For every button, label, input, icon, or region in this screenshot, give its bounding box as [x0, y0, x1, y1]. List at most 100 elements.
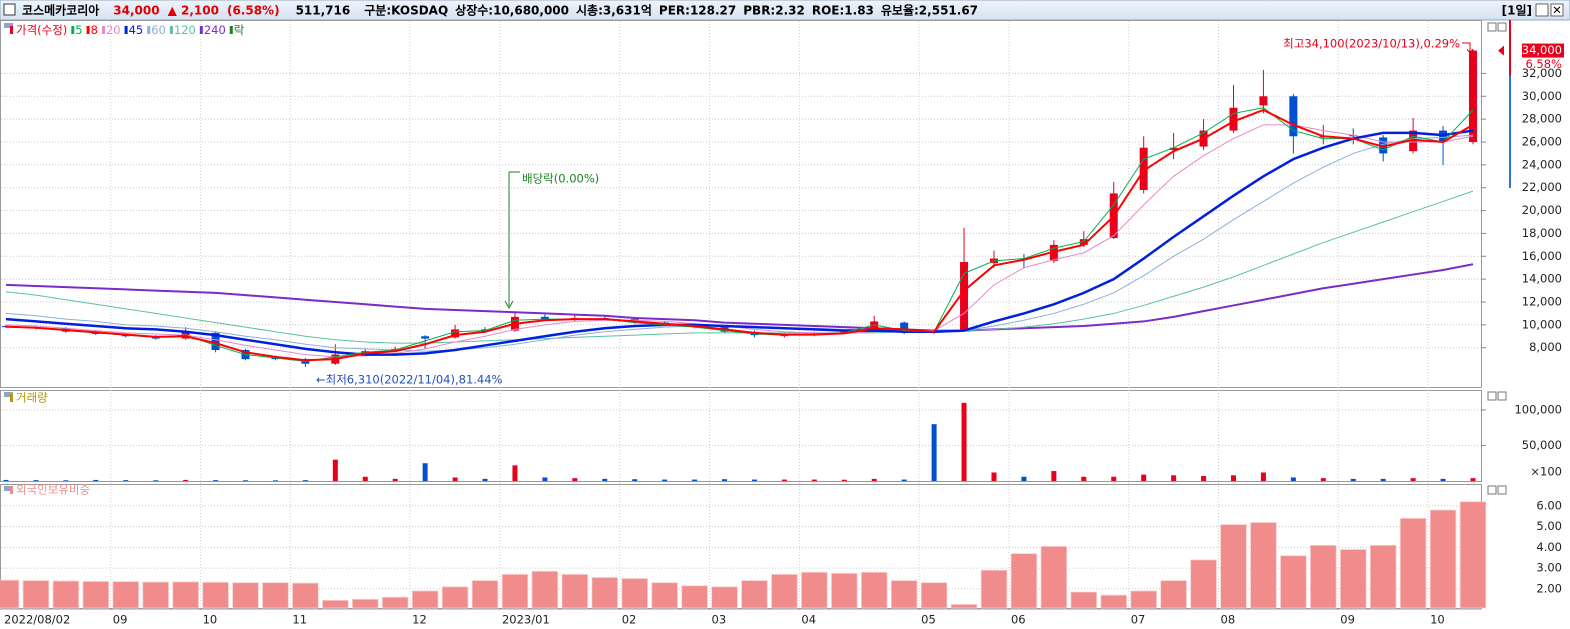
ma-line: [5, 129, 1474, 356]
bar: [831, 572, 858, 609]
legend-marker: [10, 486, 13, 494]
bar: [93, 479, 99, 481]
bar: [781, 479, 787, 481]
x-tick-label: 2022/08/02: [4, 613, 70, 627]
bar: [272, 480, 278, 481]
panel-close[interactable]: [1497, 391, 1507, 401]
restore-button[interactable]: [1535, 3, 1549, 17]
y-tick-label: 8,000: [1529, 340, 1562, 354]
bar: [890, 580, 918, 609]
current-pct-label: 6.58%: [1525, 57, 1562, 71]
header-text: 구분:KOSDAQ: [364, 4, 448, 18]
x-tick-label: 02: [622, 613, 637, 627]
bar: [1310, 544, 1337, 609]
bar: [1081, 476, 1087, 481]
panel-close[interactable]: [1497, 485, 1507, 495]
ma-line: [5, 190, 1474, 344]
candle-body: [1049, 244, 1058, 261]
current-price-label: 34,000: [1522, 43, 1562, 57]
bar: [1320, 478, 1326, 481]
legend-marker: [169, 26, 173, 34]
y-tick-label: 3.00: [1536, 561, 1562, 575]
candle-body: [540, 316, 549, 320]
current-pointer: [1498, 45, 1504, 56]
panel-handle: [4, 486, 13, 491]
bar: [1350, 478, 1356, 481]
bar: [1470, 478, 1476, 481]
y-tick-label: 2.00: [1536, 581, 1562, 595]
bar: [1369, 544, 1397, 609]
legend-label: 가격(수정): [16, 23, 67, 37]
x-tick-label: 11: [292, 613, 307, 627]
candle-body: [481, 329, 490, 331]
bar: [1010, 553, 1038, 609]
candle-body: [1169, 147, 1178, 150]
bar: [681, 585, 708, 609]
bar: [751, 479, 757, 481]
bar: [1160, 580, 1187, 609]
bar: [392, 478, 398, 481]
bar: [1380, 478, 1386, 481]
panel-min[interactable]: [1487, 22, 1497, 32]
candle-body: [1229, 107, 1238, 131]
bar: [262, 582, 289, 609]
bar: [422, 463, 428, 481]
panel-min[interactable]: [1487, 485, 1497, 495]
bar: [501, 573, 529, 609]
bar: [811, 479, 817, 481]
legend-label: 60: [151, 23, 166, 37]
high-arrow: [1462, 42, 1474, 54]
unit-label: ×100: [1530, 465, 1562, 479]
close-button[interactable]: [1550, 3, 1564, 17]
x-tick-label: 06: [1011, 613, 1026, 627]
bar: [722, 479, 728, 481]
header-text: 상장수:10,680,000: [455, 3, 569, 18]
bar: [871, 478, 877, 481]
legend-label: 락: [234, 23, 245, 37]
bar: [632, 479, 638, 481]
x-tick-label: 08: [1221, 613, 1236, 627]
bar: [602, 478, 608, 481]
y-tick-label: 5.00: [1536, 519, 1562, 533]
bar: [572, 478, 578, 481]
y-tick-label: 26,000: [1522, 135, 1562, 149]
bar: [1339, 549, 1367, 609]
candle-body: [1379, 137, 1388, 154]
panel-close[interactable]: [1497, 22, 1507, 32]
bar: [1429, 509, 1457, 609]
panel-min[interactable]: [1487, 391, 1497, 401]
current-price-box: [1522, 43, 1564, 58]
x-tick-label: 04: [801, 613, 816, 627]
bar: [920, 582, 948, 609]
candle-body: [1079, 239, 1088, 245]
bar: [741, 580, 768, 609]
bar: [1230, 475, 1236, 481]
header-text: PER:128.27: [659, 4, 736, 18]
y-tick-label: 50,000: [1522, 438, 1562, 452]
candle-body: [1469, 50, 1477, 143]
y-tick-label: 6.00: [1536, 498, 1562, 512]
marks: [0, 49, 1487, 609]
bar: [1280, 555, 1307, 609]
bar: [1250, 522, 1277, 609]
ma-line: [5, 108, 1474, 362]
y-tick-label: 100,000: [1514, 402, 1562, 416]
bar: [662, 479, 668, 481]
checkbox[interactable]: [3, 3, 16, 16]
annotation: 최고34,100(2023/10/13),0.29%: [1283, 37, 1460, 51]
header-text: PBR:2.32: [743, 4, 805, 18]
bar: [991, 472, 997, 481]
candle-body: [421, 336, 430, 339]
x-tick-label: 2023/01: [502, 613, 550, 627]
bar: [1070, 591, 1098, 609]
bar: [1220, 524, 1247, 609]
bar: [1410, 478, 1416, 481]
bar: [901, 479, 907, 481]
legend-label: 외국인보유비중: [16, 483, 90, 497]
panel-handle: [4, 23, 13, 28]
candle-body: [1409, 130, 1418, 152]
candle-body: [1139, 147, 1148, 190]
bar: [980, 569, 1008, 609]
bar: [1290, 477, 1296, 481]
